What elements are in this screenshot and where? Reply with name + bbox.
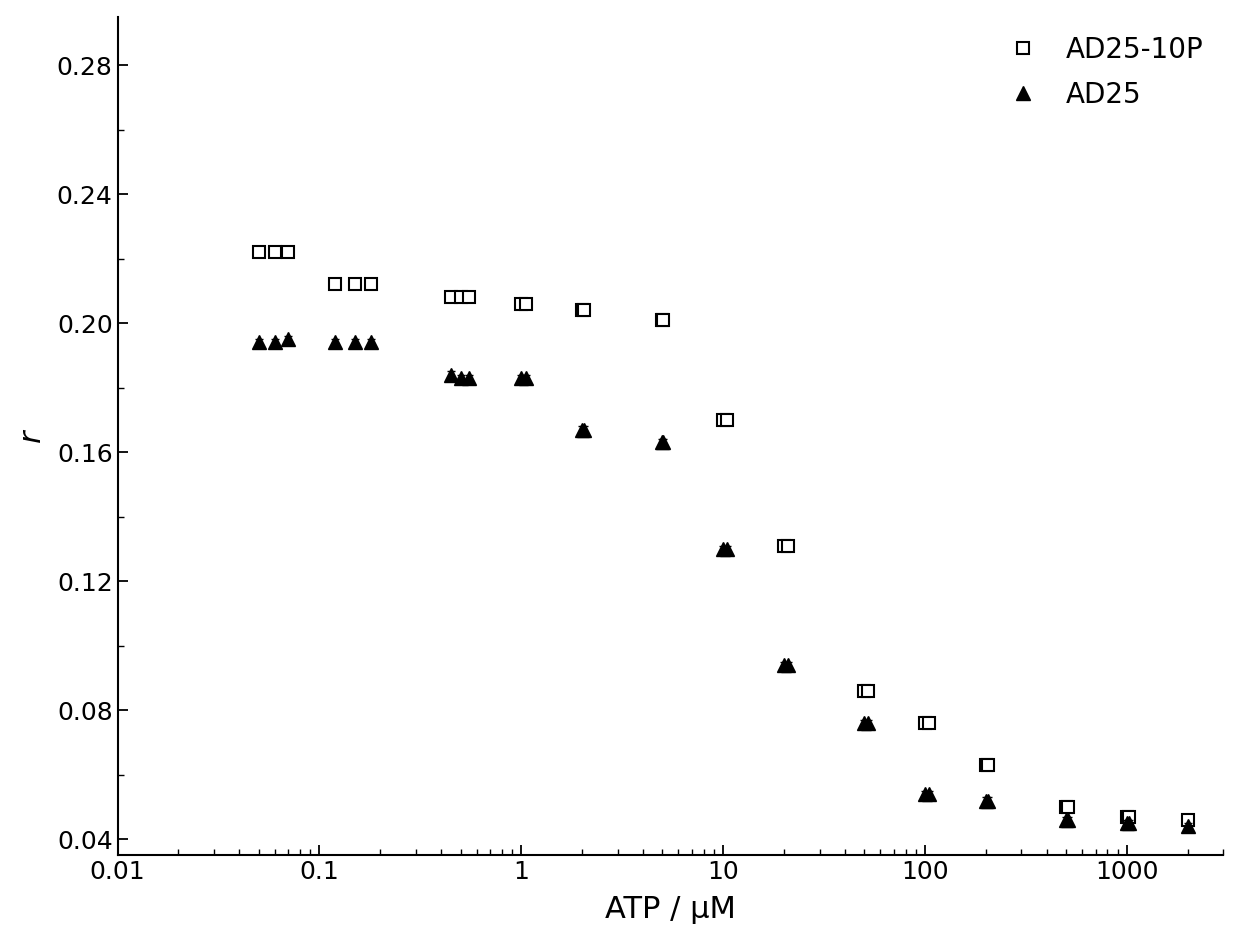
- X-axis label: ATP / μM: ATP / μM: [605, 895, 735, 924]
- Y-axis label: r: r: [16, 430, 46, 442]
- Legend: AD25-10P, AD25: AD25-10P, AD25: [991, 25, 1215, 120]
